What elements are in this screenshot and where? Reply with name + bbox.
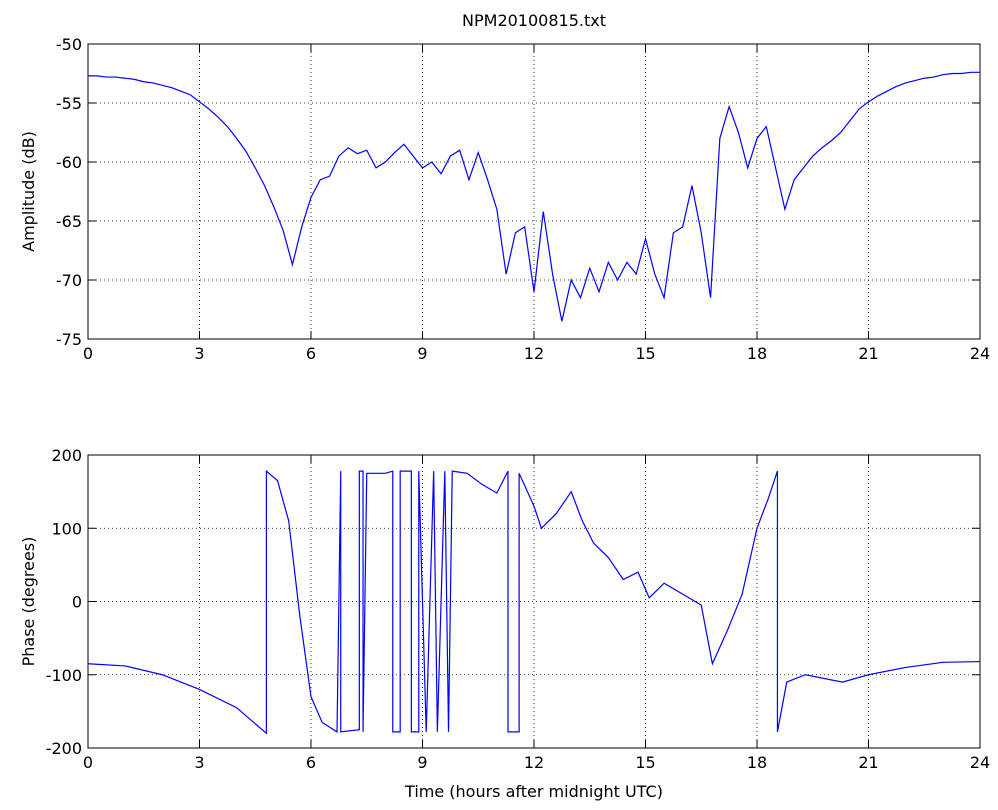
x-tick-label: 12	[524, 753, 544, 772]
y-tick-label: -70	[56, 271, 82, 290]
data-line	[88, 71, 980, 322]
x-tick-label: 24	[970, 344, 990, 363]
x-tick-label: 18	[747, 753, 767, 772]
axes-box	[87, 43, 981, 340]
x-tick-label: 15	[635, 753, 655, 772]
x-tick-label: 6	[306, 753, 316, 772]
data-line	[87, 469, 981, 735]
y-tick-label: -55	[56, 94, 82, 113]
y-tick-label: -50	[56, 35, 82, 54]
axes-box	[87, 454, 981, 749]
y-tick-label: 0	[72, 593, 82, 612]
x-axis-label: Time (hours after midnight UTC)	[404, 782, 663, 801]
x-tick-label: 12	[524, 344, 544, 363]
y-tick-label: -200	[46, 739, 82, 758]
x-tick-label: 0	[83, 344, 93, 363]
y-tick-label: -60	[56, 153, 82, 172]
chart-title: NPM20100815.txt	[462, 11, 606, 30]
x-tick-label: 21	[858, 753, 878, 772]
y-tick-label: -75	[56, 330, 82, 349]
x-tick-label: 3	[194, 344, 204, 363]
x-tick-label: 24	[970, 753, 990, 772]
y-tick-label: 100	[51, 519, 82, 538]
x-tick-label: 0	[83, 753, 93, 772]
y-tick-label: -100	[46, 666, 82, 685]
x-tick-label: 9	[417, 753, 427, 772]
y-axis-label: Amplitude (dB)	[19, 131, 38, 252]
x-tick-label: 9	[417, 344, 427, 363]
x-tick-label: 6	[306, 344, 316, 363]
y-tick-label: 200	[51, 446, 82, 465]
x-tick-label: 21	[858, 344, 878, 363]
y-tick-label: -65	[56, 212, 82, 231]
x-tick-label: 3	[194, 753, 204, 772]
y-axis-label: Phase (degrees)	[19, 537, 38, 667]
x-tick-label: 15	[635, 344, 655, 363]
x-tick-label: 18	[747, 344, 767, 363]
